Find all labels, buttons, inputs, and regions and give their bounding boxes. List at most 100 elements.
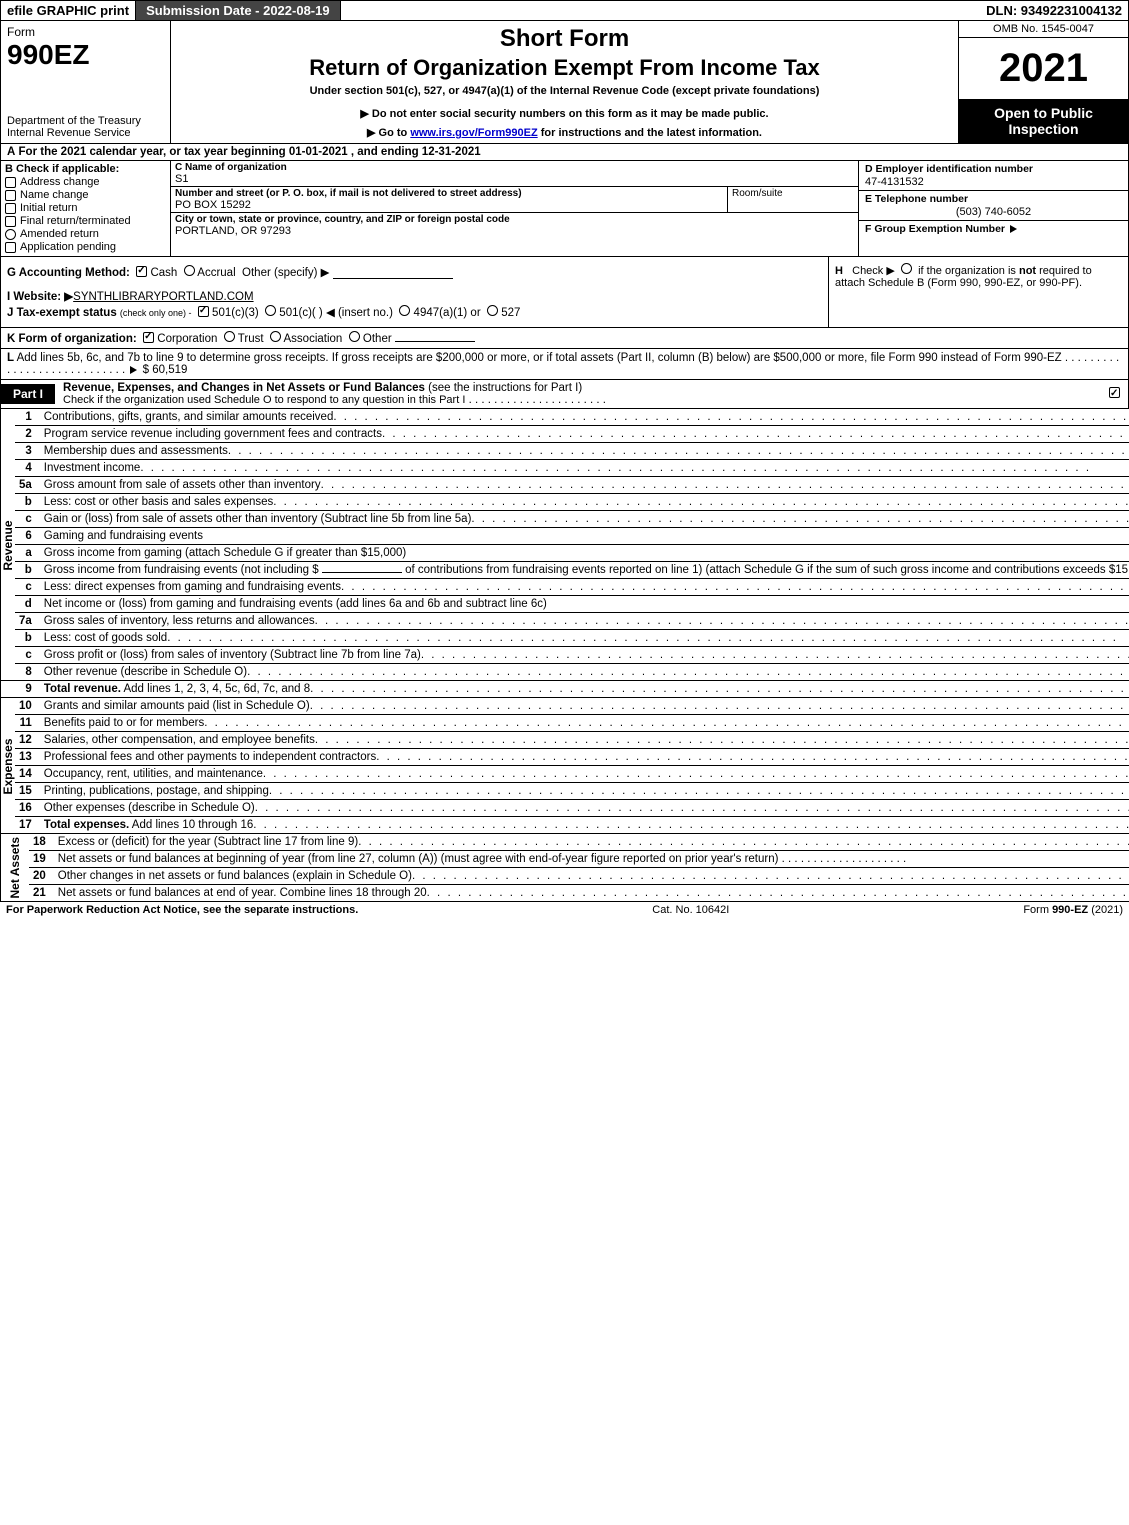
line-num: 4 <box>15 460 40 477</box>
line-desc: Benefits paid to or for members <box>40 715 1129 732</box>
cash-label: Cash <box>150 267 177 279</box>
header-center: Short Form Return of Organization Exempt… <box>171 21 958 143</box>
col-g: G Accounting Method: Cash Accrual Other … <box>1 257 828 327</box>
checkbox-checked-icon[interactable] <box>136 266 147 277</box>
line-num: 5a <box>15 477 40 494</box>
part1-title-bold: Revenue, Expenses, and Changes in Net As… <box>63 382 425 394</box>
desc-text: Other revenue (describe in Schedule O) <box>44 666 247 678</box>
radio-icon[interactable] <box>184 265 195 276</box>
dots <box>255 802 1129 814</box>
return-title: Return of Organization Exempt From Incom… <box>181 55 948 81</box>
b-label: B <box>5 163 13 175</box>
line-num: 12 <box>15 732 40 749</box>
tax-exempt-line: J Tax-exempt status (check only one) - 5… <box>7 305 822 319</box>
opt-amended-return[interactable]: Amended return <box>5 228 166 240</box>
line-num: 2 <box>15 426 40 443</box>
line-desc: Contributions, gifts, grants, and simila… <box>40 409 1129 426</box>
radio-icon[interactable] <box>901 263 912 274</box>
website-value[interactable]: SYNTHLIBRARYPORTLAND.COM <box>73 291 253 303</box>
row-a-label: A <box>7 146 15 158</box>
opt-application-pending[interactable]: Application pending <box>5 241 166 253</box>
checkbox-checked-icon[interactable] <box>198 306 209 317</box>
h-label: H <box>835 265 843 277</box>
opt-name-change[interactable]: Name change <box>5 189 166 201</box>
dots <box>412 870 1129 882</box>
line-num: 11 <box>15 715 40 732</box>
checkbox-checked-icon[interactable] <box>143 332 154 343</box>
netassets-table: Net Assets 18 Excess or (deficit) for th… <box>0 834 1129 902</box>
irs-link[interactable]: www.irs.gov/Form990EZ <box>410 127 537 139</box>
revenue-side-label: Revenue <box>1 409 16 681</box>
l-amount: $ 60,519 <box>143 364 188 376</box>
opt-final-return[interactable]: Final return/terminated <box>5 215 166 227</box>
desc-text: Salaries, other compensation, and employ… <box>44 734 315 746</box>
line-desc: Net assets or fund balances at beginning… <box>54 851 1129 868</box>
efile-print-label[interactable]: efile GRAPHIC print <box>1 1 136 20</box>
j-note: (check only one) - <box>120 308 192 318</box>
line-desc: Salaries, other compensation, and employ… <box>40 732 1129 749</box>
radio-icon[interactable] <box>270 331 281 342</box>
line-desc: Gain or (loss) from sale of assets other… <box>40 511 1129 528</box>
opt-initial-return[interactable]: Initial return <box>5 202 166 214</box>
desc-text: Net income or (loss) from gaming and fun… <box>44 598 547 610</box>
desc-text: Gross sales of inventory, less returns a… <box>44 615 315 627</box>
line-desc: Other revenue (describe in Schedule O) <box>40 664 1129 681</box>
goto-link-line: ▶ Go to www.irs.gov/Form990EZ for instru… <box>181 126 948 139</box>
line-desc: Other changes in net assets or fund bala… <box>54 868 1129 885</box>
desc-text: Grants and similar amounts paid (list in… <box>44 700 310 712</box>
revenue-table: Revenue 1 Contributions, gifts, grants, … <box>0 409 1129 698</box>
short-form-title: Short Form <box>181 25 948 53</box>
line-desc: Occupancy, rent, utilities, and maintena… <box>40 766 1129 783</box>
part1-header: Part I Revenue, Expenses, and Changes in… <box>0 380 1129 409</box>
room-cell: Room/suite <box>728 187 858 212</box>
desc-text: Less: cost or other basis and sales expe… <box>44 496 274 508</box>
amount-underline[interactable] <box>322 572 402 573</box>
row-l: L Add lines 5b, 6c, and 7b to line 9 to … <box>0 349 1129 380</box>
dots <box>167 632 1129 644</box>
part1-title: Revenue, Expenses, and Changes in Net As… <box>55 380 1109 408</box>
opt-label: Address change <box>20 176 100 188</box>
netassets-side-label: Net Assets <box>1 834 30 902</box>
b-check-label: Check if applicable: <box>16 163 119 175</box>
website-line: I Website: ▶SYNTHLIBRARYPORTLAND.COM <box>7 289 822 303</box>
desc-text: Benefits paid to or for members <box>44 717 204 729</box>
street-row: Number and street (or P. O. box, if mail… <box>171 187 858 213</box>
line-num: 16 <box>15 800 40 817</box>
line-num: 18 <box>29 834 54 851</box>
desc-text: Printing, publications, postage, and shi… <box>44 785 269 797</box>
other-underline[interactable] <box>333 267 453 279</box>
desc-text: Excess or (deficit) for the year (Subtra… <box>58 836 358 848</box>
checkbox-icon <box>5 177 16 188</box>
city-row: City or town, state or province, country… <box>171 213 858 238</box>
footer-right-bold: 990-EZ <box>1052 904 1088 916</box>
radio-icon[interactable] <box>349 331 360 342</box>
j-501c3: 501(c)(3) <box>212 307 259 319</box>
desc-text: Investment income <box>44 462 141 474</box>
line-num: c <box>15 579 40 596</box>
line-num: a <box>15 545 40 562</box>
j-label: J Tax-exempt status <box>7 307 117 319</box>
radio-icon[interactable] <box>487 305 498 316</box>
line-desc: Total revenue. Add lines 1, 2, 3, 4, 5c,… <box>40 681 1129 698</box>
radio-icon[interactable] <box>224 331 235 342</box>
opt-address-change[interactable]: Address change <box>5 176 166 188</box>
org-name-row: C Name of organization S1 <box>171 161 858 187</box>
tel-value: (503) 740-6052 <box>865 206 1122 218</box>
dots <box>263 768 1129 780</box>
dots <box>247 666 1129 678</box>
line-desc: Gross sales of inventory, less returns a… <box>40 613 1129 630</box>
j-527: 527 <box>501 307 520 319</box>
line-desc: Gross amount from sale of assets other t… <box>40 477 1129 494</box>
line-num: 15 <box>15 783 40 800</box>
line-desc: Gross income from gaming (attach Schedul… <box>40 545 1129 562</box>
radio-icon[interactable] <box>265 305 276 316</box>
dots <box>315 615 1129 627</box>
line-desc: Less: cost of goods sold <box>40 630 1129 647</box>
col-c: C Name of organization S1 Number and str… <box>171 161 858 256</box>
k-other-underline[interactable] <box>395 341 475 342</box>
row-a-text: For the 2021 calendar year, or tax year … <box>19 146 481 158</box>
checkbox-checked-icon[interactable] <box>1109 387 1120 398</box>
radio-icon[interactable] <box>399 305 410 316</box>
ein-label: D Employer identification number <box>865 163 1122 175</box>
desc-bold: Total revenue. <box>44 683 121 695</box>
